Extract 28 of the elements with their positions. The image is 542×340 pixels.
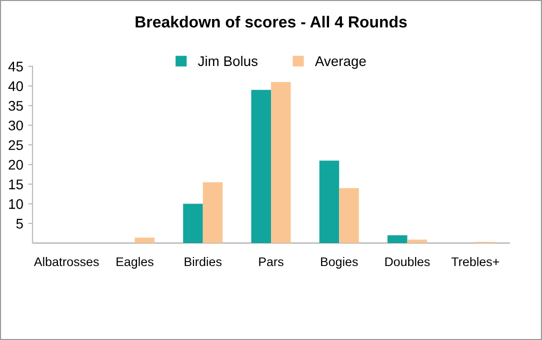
x-tick-label: Trebles+ xyxy=(451,256,500,266)
y-tick-label: 30 xyxy=(8,120,23,130)
legend-label: Average xyxy=(314,56,366,69)
bar xyxy=(183,204,203,244)
x-tick-label: Doubles xyxy=(385,256,430,266)
chart-title: Breakdown of scores - All 4 Rounds xyxy=(136,16,407,28)
bar xyxy=(339,188,359,244)
y-tick-label: 40 xyxy=(8,81,23,92)
x-tick-label: Eagles xyxy=(116,256,154,269)
bar xyxy=(407,240,428,244)
y-tick-label: 5 xyxy=(16,218,23,229)
y-tick-label: 20 xyxy=(8,160,23,170)
y-tick-label: 15 xyxy=(9,180,23,190)
bar xyxy=(271,82,291,244)
y-tick-label: 10 xyxy=(9,199,23,209)
bar xyxy=(251,90,271,244)
bar xyxy=(319,160,340,244)
bar xyxy=(388,235,408,244)
x-tick-label: Birdies xyxy=(184,256,222,266)
y-tick-label: 25 xyxy=(8,140,23,150)
y-tick-label: 45 xyxy=(8,62,23,72)
bar xyxy=(202,182,223,244)
legend-label: Jim Bolus xyxy=(198,56,258,66)
y-tick-label: 35 xyxy=(8,100,23,111)
x-tick-label: Pars xyxy=(259,257,284,266)
x-tick-label: Albatrosses xyxy=(34,256,99,266)
bar xyxy=(134,238,154,244)
x-tick-label: Bogies xyxy=(321,256,358,269)
